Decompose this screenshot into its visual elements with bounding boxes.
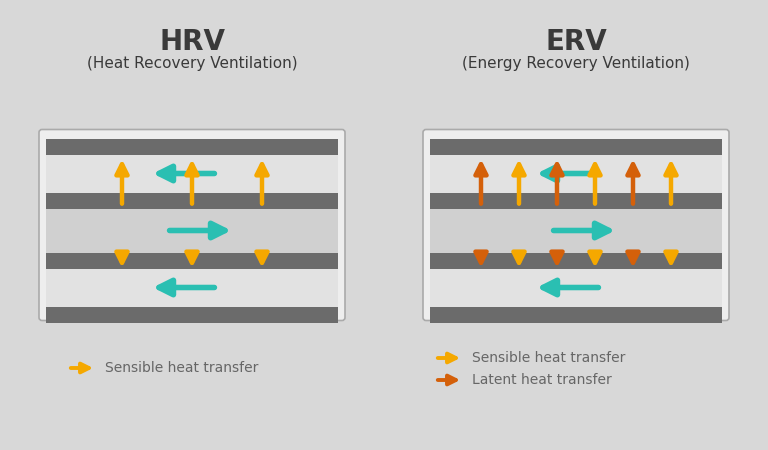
Bar bbox=[430, 193, 722, 208]
Text: Latent heat transfer: Latent heat transfer bbox=[472, 373, 612, 387]
Bar bbox=[430, 306, 722, 323]
Text: HRV: HRV bbox=[159, 28, 225, 56]
Bar bbox=[46, 306, 338, 323]
Text: (Heat Recovery Ventilation): (Heat Recovery Ventilation) bbox=[87, 56, 297, 71]
Bar bbox=[46, 154, 338, 193]
Text: Sensible heat transfer: Sensible heat transfer bbox=[105, 361, 258, 375]
Bar bbox=[46, 269, 338, 306]
Text: ERV: ERV bbox=[545, 28, 607, 56]
Bar bbox=[430, 139, 722, 154]
Bar bbox=[46, 252, 338, 269]
Bar bbox=[430, 208, 722, 252]
Bar bbox=[430, 252, 722, 269]
Bar bbox=[46, 208, 338, 252]
Bar bbox=[46, 193, 338, 208]
FancyBboxPatch shape bbox=[39, 130, 345, 320]
Bar bbox=[46, 139, 338, 154]
Bar bbox=[430, 269, 722, 306]
Text: Sensible heat transfer: Sensible heat transfer bbox=[472, 351, 625, 365]
Bar bbox=[430, 154, 722, 193]
Text: (Energy Recovery Ventilation): (Energy Recovery Ventilation) bbox=[462, 56, 690, 71]
FancyBboxPatch shape bbox=[423, 130, 729, 320]
